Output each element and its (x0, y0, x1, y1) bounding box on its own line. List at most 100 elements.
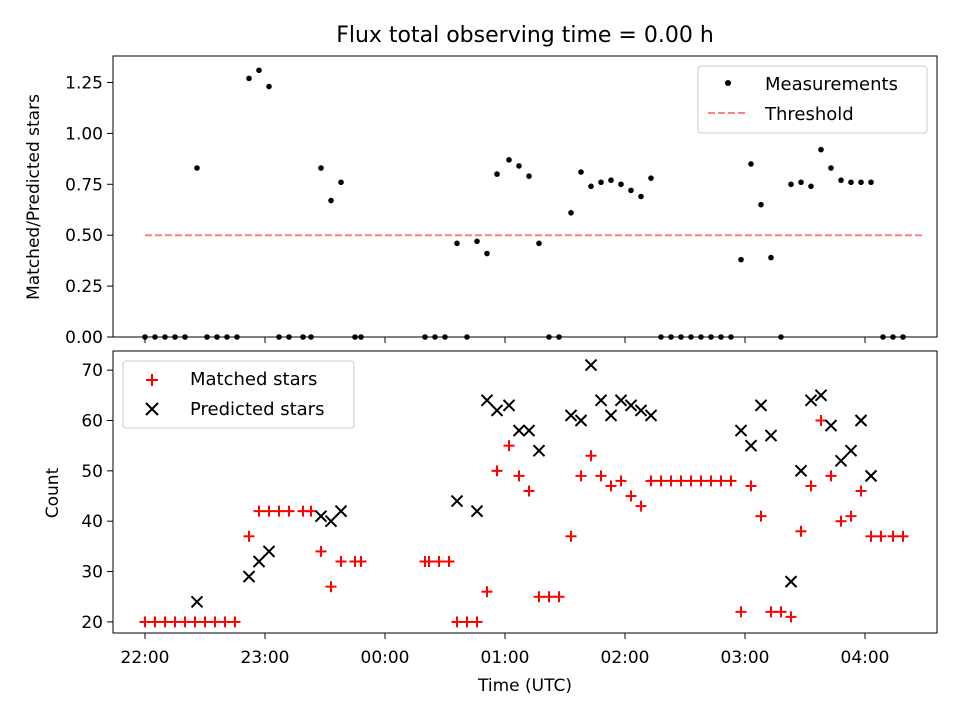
measurement-point (526, 173, 532, 179)
predicted-star-point (574, 414, 588, 427)
measurement-point (194, 165, 200, 171)
matched-star-point (355, 555, 367, 567)
matched-star-point (805, 480, 817, 492)
measurement-point (246, 75, 252, 82)
matched-star-point (219, 616, 231, 628)
measurement-point (628, 187, 634, 194)
matched-star-point (513, 470, 525, 482)
matched-star-point (253, 505, 265, 517)
top-y-axis-label: Matched/Predicted stars (24, 94, 44, 300)
matched-star-point (139, 616, 151, 628)
measurement-point (608, 177, 614, 184)
matched-star-point (325, 581, 337, 593)
matched-star-point (585, 450, 597, 462)
legend-measurements-marker (725, 80, 731, 86)
measurement-point (798, 179, 804, 186)
matched-star-point (305, 505, 317, 517)
predicted-star-point (834, 454, 848, 467)
matched-star-point (875, 530, 887, 542)
predicted-star-point (804, 394, 818, 407)
matched-star-point (865, 530, 877, 542)
top-legend: Measurements Threshold (697, 65, 928, 134)
bottom-panel: 20 30 40 50 60 70 22:00 23:00 00:00 01:00 02:00 03:… (43, 350, 938, 696)
measurement-point (578, 169, 584, 175)
matched-star-point (685, 475, 697, 487)
measurement-point (516, 163, 522, 169)
bottom-y-axis-label: Count (43, 467, 63, 518)
matched-star-point (471, 616, 483, 628)
matched-star-point (451, 616, 463, 628)
measurement-point (648, 175, 654, 181)
measurement-point (758, 201, 764, 208)
measurement-point (848, 179, 854, 186)
matched-star-point (695, 475, 707, 487)
x-tick-label: 02:00 (601, 648, 650, 668)
measurement-point (568, 209, 574, 216)
legend-matched-label: Matched stars (190, 369, 317, 390)
measurement-point (588, 183, 594, 190)
top-y-tick-label: 0.50 (65, 226, 103, 246)
matched-star-point (705, 475, 717, 487)
matched-star-point (199, 616, 211, 628)
matched-star-point (625, 490, 637, 502)
matched-star-point (605, 480, 617, 492)
measurement-point (818, 146, 824, 153)
matched-star-point (523, 485, 535, 497)
matched-star-point (725, 475, 737, 487)
matched-star-point (169, 616, 181, 628)
measurement-point (266, 83, 272, 90)
measurement-point (328, 197, 334, 204)
predicted-star-point (450, 494, 464, 508)
measurement-point (494, 171, 500, 177)
matched-star-point (283, 505, 295, 517)
matched-star-point (897, 530, 909, 542)
predicted-star-point (754, 399, 768, 412)
top-y-tick-label: 1.00 (65, 124, 103, 144)
measurement-point (768, 254, 774, 261)
measurement-point (506, 157, 512, 163)
x-tick-label: 22:00 (121, 648, 170, 668)
top-y-tick-label: 0.75 (65, 175, 103, 195)
x-axis-label: Time (UTC) (477, 676, 572, 696)
matched-star-point (755, 510, 767, 522)
matched-star-point (775, 606, 787, 618)
matched-star-point (229, 616, 241, 628)
matched-star-point (735, 606, 747, 618)
bottom-y-tick-label: 70 (81, 361, 103, 381)
predicted-star-point (252, 555, 266, 568)
matched-star-point (159, 616, 171, 628)
measurement-point (338, 179, 344, 186)
legend-predicted-label: Predicted stars (190, 399, 324, 420)
predicted-star-point (242, 570, 256, 583)
predicted-star-point (324, 515, 338, 528)
matched-star-point (461, 616, 473, 628)
predicted-star-point (334, 504, 348, 518)
measurement-point (838, 177, 844, 184)
matched-star-point (825, 470, 837, 482)
predicted-star-point (794, 464, 808, 478)
predicted-star-point (764, 429, 778, 442)
predicted-star-point (564, 409, 578, 422)
predicted-star-point (502, 399, 516, 412)
predicted-star-point (490, 404, 504, 417)
predicted-star-point (854, 414, 868, 427)
x-tick-label: 04:00 (841, 648, 890, 668)
matched-star-point (795, 525, 807, 537)
matched-star-point (615, 475, 627, 487)
matched-star-point (675, 475, 687, 487)
measurement-point (638, 193, 644, 200)
matched-star-point (263, 505, 275, 517)
matched-star-point (745, 480, 757, 492)
matched-star-point (785, 611, 797, 623)
top-panel: 0.00 0.25 0.50 0.75 1.00 1.25 Matched/Predict… (24, 55, 938, 348)
top-y-tick-label: 1.25 (65, 73, 103, 93)
matched-star-point (845, 510, 857, 522)
matched-star-point (835, 515, 847, 527)
predicted-star-point (190, 595, 204, 608)
matched-star-point (315, 545, 327, 557)
bottom-y-tick-label: 40 (81, 512, 103, 532)
matched-star-point (565, 530, 577, 542)
predicted-star-point (532, 444, 546, 457)
measurement-point (738, 256, 744, 263)
